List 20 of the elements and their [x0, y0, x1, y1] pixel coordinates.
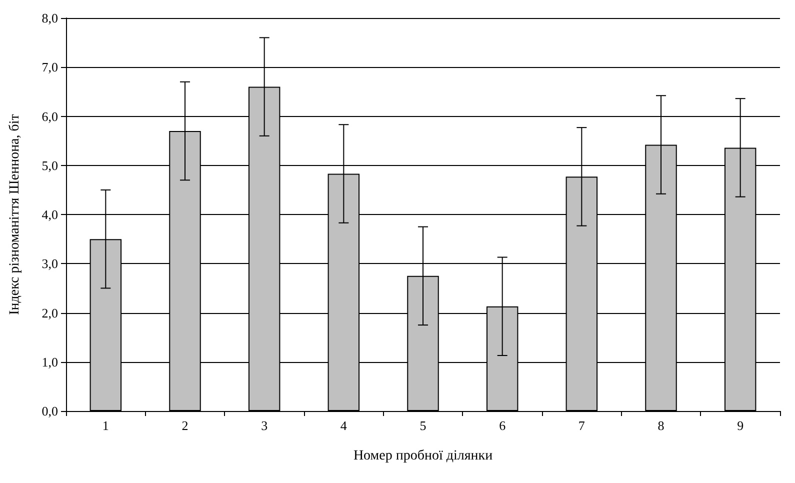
y-tick-label: 7,0	[42, 60, 58, 75]
x-tick-label: 9	[737, 418, 744, 433]
x-axis-title: Номер пробної ділянки	[353, 448, 494, 464]
y-tick-label: 8,0	[42, 10, 58, 26]
y-tick-label: 6,0	[42, 108, 58, 124]
y-tick-label: 4,0	[42, 207, 58, 222]
x-tick-label: 4	[340, 418, 348, 433]
y-tick-label: 2,0	[42, 305, 58, 320]
y-tick-label: 3,0	[42, 256, 58, 272]
x-tick-label: 7	[578, 418, 586, 433]
x-tick-label: 2	[182, 418, 188, 433]
x-tick-label: 5	[420, 418, 426, 433]
y-tick-label: 5,0	[42, 158, 58, 173]
x-tick-label: 8	[658, 418, 664, 433]
y-tick-label: 1,0	[42, 354, 58, 370]
x-tick-label: 1	[102, 418, 109, 433]
y-tick-label: 0,0	[42, 404, 58, 418]
x-tick-label: 6	[499, 418, 506, 433]
y-axis-title: Індекс різноманіття Шеннона, біт	[8, 114, 22, 315]
x-tick-label: 3	[261, 418, 268, 433]
